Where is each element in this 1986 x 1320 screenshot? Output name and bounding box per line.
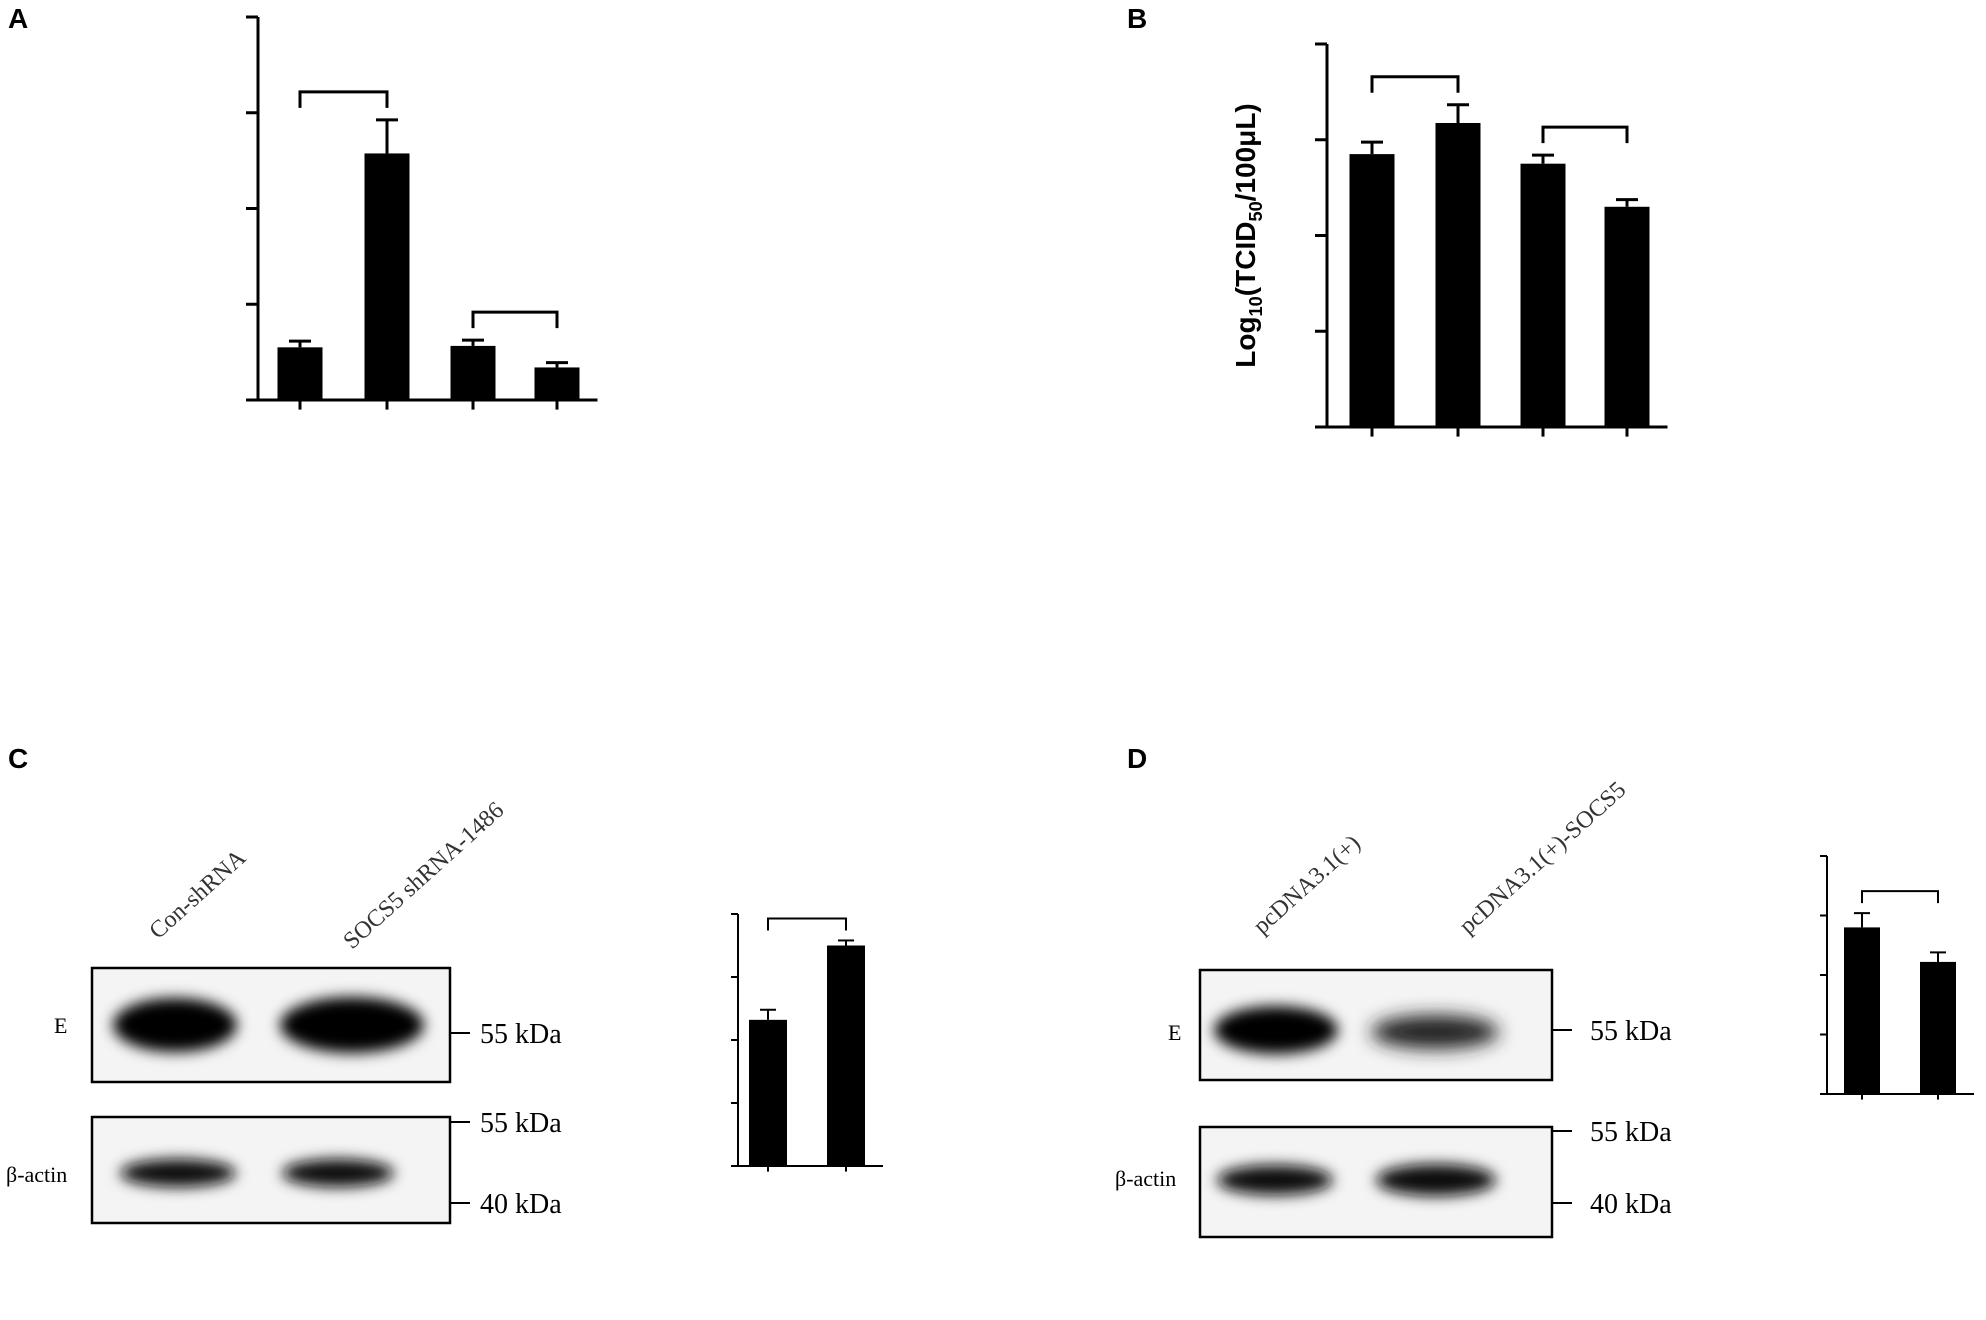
chart-a	[246, 15, 598, 410]
bar	[277, 347, 323, 400]
bar	[749, 1019, 787, 1166]
blot-c-row-label-e: E	[54, 1013, 67, 1038]
blot-d-lane-label-1: pcDNA3.1(+)	[1249, 830, 1366, 939]
blot-d-row-label-actin: β-actin	[1115, 1166, 1176, 1191]
blot-c-marker-2: 55 kDa	[480, 1108, 562, 1139]
significance-bracket	[1541, 125, 1629, 144]
blot-c-marker-3: 40 kDa	[480, 1189, 562, 1220]
blot-d-row-label-e: E	[1168, 1020, 1181, 1045]
bar	[1349, 154, 1395, 428]
bar	[450, 345, 496, 400]
blot-d-actin-band-2	[1376, 1164, 1496, 1196]
significance-bracket	[767, 917, 847, 931]
significance-bracket	[471, 310, 559, 329]
bar	[534, 367, 580, 400]
y-axis-label-tcid: (TCID	[1230, 222, 1261, 297]
blot-d-marker-1: 55 kDa	[1590, 1016, 1672, 1047]
blot-c-e-band-1	[113, 998, 237, 1052]
blot-c-lane-label-2: SOCS5 shRNA-1486	[339, 797, 510, 954]
panel-letter-b: B	[1127, 3, 1147, 34]
blot-d-e-band-2	[1371, 1015, 1499, 1049]
blot-d-marker-2: 55 kDa	[1590, 1117, 1672, 1148]
bar	[1920, 961, 1956, 1094]
blot-c-row-label-actin: β-actin	[6, 1162, 67, 1187]
bar	[1844, 927, 1880, 1094]
y-axis-label: Log10(TCID50/100μL)	[1230, 103, 1266, 368]
significance-bracket	[298, 90, 389, 108]
bar	[364, 153, 410, 400]
bar	[827, 945, 865, 1166]
blot-c-actin-band-1	[120, 1159, 236, 1187]
significance-bracket	[1370, 75, 1460, 93]
blot-c-e-band-2	[280, 997, 424, 1053]
blot-c-actin-band-2	[282, 1159, 394, 1187]
western-blot-d: pcDNA3.1(+) pcDNA3.1(+)-SOCS5 E β-actin …	[1115, 777, 1672, 1239]
bar	[1604, 206, 1650, 427]
western-blot-c: Con-shRNA SOCS5 shRNA-1486 E β-actin 55 …	[6, 797, 562, 1225]
y-axis-label-sub-10: 10	[1246, 296, 1266, 316]
blot-d-marker-3: 40 kDa	[1590, 1189, 1672, 1220]
blot-d-e-band-1	[1214, 1006, 1338, 1054]
bar	[1435, 122, 1481, 428]
chart-d	[1820, 855, 1974, 1100]
y-axis-label-log: Log	[1230, 316, 1261, 367]
blot-c-marker-1: 55 kDa	[480, 1019, 562, 1050]
panel-letter-c: C	[8, 743, 28, 774]
panel-letter-a: A	[8, 3, 28, 34]
blot-d-actin-band-1	[1217, 1165, 1333, 1195]
panel-letter-d: D	[1127, 743, 1147, 774]
blot-d-lane-label-2: pcDNA3.1(+)-SOCS5	[1455, 777, 1632, 940]
chart-c	[731, 913, 883, 1172]
blot-c-lane-label-1: Con-shRNA	[145, 844, 252, 944]
bar	[1520, 163, 1566, 427]
y-axis-label-sub-50: 50	[1246, 201, 1266, 221]
chart-b: Log10(TCID50/100μL)	[1230, 42, 1668, 437]
y-axis-label-unit: /100μL)	[1230, 103, 1261, 201]
significance-bracket	[1861, 890, 1939, 904]
